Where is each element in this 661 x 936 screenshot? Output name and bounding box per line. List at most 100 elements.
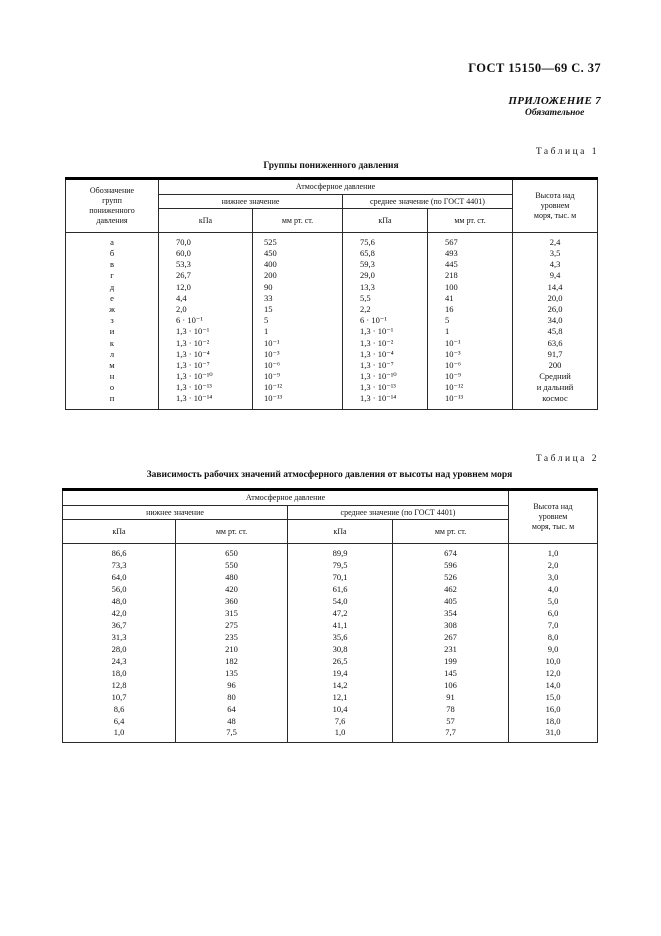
table-cell: ж [65, 303, 159, 316]
column-header-mean: среднее значение (по ГОСТ 4401) [341, 194, 514, 209]
table-cell: 19,4 [287, 667, 393, 680]
table-cell: 96 [175, 679, 288, 692]
table-cell: 1,3 · 10⁻¹⁰ [342, 371, 428, 383]
table-row: 24,3 182 26,5 199 10,0 [62, 655, 599, 668]
table-cell: 6,0 [508, 607, 599, 620]
annex-subtitle: Обязательное [524, 108, 585, 118]
table-cell: 7,5 [175, 727, 288, 743]
table-row: 10,7 80 12,1 91 15,0 [62, 691, 599, 704]
table-cell: 91 [391, 691, 510, 704]
table-cell: 10⁻¹² [252, 382, 343, 394]
table-cell: 56,0 [62, 583, 176, 596]
annex-title: ПРИЛОЖЕНИЕ 7 [508, 95, 601, 107]
table-cell: 31,0 [508, 727, 599, 743]
table-cell: 200 [512, 359, 599, 372]
page-title: ГОСТ 15150—69 С. 37 [468, 61, 601, 75]
table-cell: 1,3 · 10⁻⁴ [342, 348, 428, 360]
table-cell: 12,8 [62, 679, 176, 692]
table1-header: Обозначение групп пониженного давления А… [65, 178, 599, 233]
table-cell: 2,2 [342, 303, 428, 316]
table-cell: 1,3 · 10⁻¹ [158, 326, 253, 338]
table-cell: 5,0 [508, 595, 599, 608]
table-row: м 1,3 · 10⁻⁷ 10⁻⁶ 1,3 · 10⁻⁷ 10⁻⁶ 200 [65, 359, 599, 372]
table-cell: 73,3 [62, 559, 176, 572]
table-cell: 79,5 [287, 559, 393, 572]
table-cell: 267 [391, 631, 510, 644]
table-cell: 235 [175, 631, 288, 644]
table-cell: г [65, 270, 159, 282]
table-row: ж 2,0 15 2,2 16 26,0 [65, 303, 599, 316]
table-cell: 1,0 [62, 727, 176, 743]
table-cell: 70,1 [287, 571, 393, 584]
table-header-row: Обозначение групп пониженного давления А… [65, 178, 599, 233]
table-cell: 86,6 [62, 543, 176, 560]
table-cell: 24,3 [62, 655, 176, 668]
table-cell: 91,7 [512, 348, 599, 360]
table-cell: 5 [252, 315, 343, 327]
table-cell: 308 [391, 619, 510, 632]
table-cell: 420 [175, 583, 288, 596]
table-cell: 61,6 [287, 583, 393, 596]
table-cell: 210 [175, 643, 288, 656]
table-cell: 650 [175, 543, 288, 560]
table-cell: м [65, 359, 159, 372]
table-cell: 7,7 [391, 727, 510, 743]
table-row: в 53,3 400 59,3 445 4,3 [65, 259, 599, 271]
table-cell: 231 [391, 643, 510, 656]
table-cell: 1,3 · 10⁻⁷ [158, 359, 253, 372]
table-cell: 218 [426, 270, 514, 282]
table-cell: 1,3 · 10⁻⁴ [158, 348, 253, 360]
table-cell: а [65, 232, 159, 249]
table-cell: 53,3 [158, 259, 253, 271]
table-row: 28,0 210 30,8 231 9,0 [62, 643, 599, 656]
table-cell: 14,4 [512, 281, 599, 293]
table-cell: 8,6 [62, 703, 176, 716]
table-cell: 1,3 · 10⁻¹³ [158, 382, 253, 394]
table-cell: 90 [252, 281, 343, 293]
table-cell: 315 [175, 607, 288, 620]
table-cell: 6 · 10⁻¹ [158, 315, 253, 327]
table-cell: 567 [426, 232, 514, 249]
table-row: 48,0 360 54,0 405 5,0 [62, 595, 599, 608]
column-header-lower: нижнее значение [62, 505, 288, 520]
table-cell: 2,4 [512, 232, 599, 249]
table-cell: д [65, 281, 159, 293]
table-row: 1,0 7,5 1,0 7,7 31,0 [62, 727, 599, 743]
table-cell: 45,8 [512, 326, 599, 338]
table-cell: 135 [175, 667, 288, 680]
table-cell: 26,0 [512, 303, 599, 316]
table-cell: 400 [252, 259, 343, 271]
table-cell: 7,0 [508, 619, 599, 632]
table-cell: Средний [512, 371, 599, 383]
table-cell: 7,6 [287, 715, 393, 728]
table-cell: в [65, 259, 159, 271]
table-cell: е [65, 292, 159, 304]
table-cell: 26,7 [158, 270, 253, 282]
column-header-mean: среднее значение (по ГОСТ 4401) [286, 505, 510, 520]
table-header-row: нижнее значение среднее значение (по ГОС… [66, 194, 598, 209]
table-cell: 26,5 [287, 655, 393, 668]
table-cell: 4,0 [508, 583, 599, 596]
table-row: и 1,3 · 10⁻¹ 1 1,3 · 10⁻¹ 1 45,8 [65, 326, 599, 338]
table2-caption: Зависимость рабочих значений атмосферног… [146, 470, 513, 480]
table-cell: 47,2 [287, 607, 393, 620]
column-header-pressure: Атмосферное давление [61, 489, 510, 506]
table-cell: 20,0 [512, 292, 599, 304]
table-row: 8,6 64 10,4 78 16,0 [62, 703, 599, 716]
table-cell: 493 [426, 248, 514, 260]
table-pressure-vs-altitude: Атмосферное давление Высота над уровнем … [61, 488, 599, 744]
table-cell: 15,0 [508, 691, 599, 704]
column-header-height: Высота над уровнем моря, тыс. м [508, 489, 599, 544]
unit-kpa: кПа [342, 208, 428, 233]
table-cell: 15 [252, 303, 343, 316]
table-cell: 10,0 [508, 655, 599, 668]
table-cell: 360 [175, 595, 288, 608]
table-row: к 1,3 · 10⁻² 10⁻¹ 1,3 · 10⁻² 10⁻¹ 63,6 [65, 337, 599, 349]
table-cell: 5 [426, 315, 514, 327]
table-row: 56,0 420 61,6 462 4,0 [62, 583, 599, 596]
table-cell: 10⁻⁶ [426, 359, 514, 372]
table-cell: 14,2 [287, 679, 393, 692]
table-row: г 26,7 200 29,0 218 9,4 [65, 270, 599, 282]
table-cell: 10⁻³ [252, 348, 343, 360]
